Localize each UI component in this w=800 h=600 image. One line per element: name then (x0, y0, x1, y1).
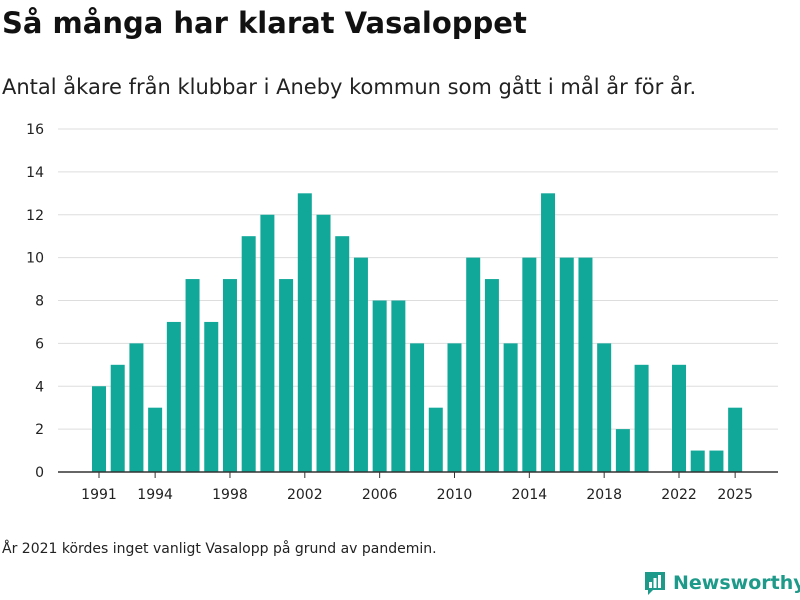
y-tick-label: 10 (26, 251, 44, 267)
y-tick-label: 14 (26, 165, 44, 181)
newsworthy-brand[interactable]: Newsworthy (643, 568, 800, 598)
x-tick-label: 1994 (137, 487, 173, 503)
y-tick-label: 12 (26, 208, 44, 224)
newsworthy-logo-icon (645, 572, 665, 595)
bar (297, 193, 312, 472)
x-tick-label: 2006 (362, 487, 398, 503)
x-tick-label: 1991 (81, 487, 117, 503)
y-tick-label: 8 (35, 294, 44, 310)
x-tick-label: 2022 (661, 487, 697, 503)
bar (597, 343, 612, 472)
bar (148, 407, 163, 472)
bar (578, 257, 593, 472)
x-tick-label: 2014 (512, 487, 548, 503)
bar (634, 364, 649, 472)
bar (484, 279, 499, 472)
chart-footnote: År 2021 kördes inget vanligt Vasalopp på… (2, 541, 437, 557)
bar (466, 257, 481, 472)
x-tick-label: 2002 (287, 487, 323, 503)
chart-subtitle: Antal åkare från klubbar i Aneby kommun … (2, 75, 697, 99)
bar (559, 257, 574, 472)
bar (522, 257, 537, 472)
bar (204, 321, 219, 472)
bar (391, 300, 406, 472)
bar (672, 364, 687, 472)
y-tick-label: 2 (35, 422, 44, 438)
bar (503, 343, 518, 472)
x-tick-label: 2018 (586, 487, 622, 503)
bar (615, 429, 630, 472)
bar (353, 257, 368, 472)
bar (166, 321, 181, 472)
bar (728, 407, 743, 472)
bar (372, 300, 387, 472)
bar (541, 193, 556, 472)
bar (316, 214, 331, 472)
x-tick-label: 2025 (717, 487, 753, 503)
chart-title: Så många har klarat Vasaloppet (2, 6, 527, 40)
bar (410, 343, 425, 472)
bar (709, 450, 724, 472)
bar (690, 450, 705, 472)
bar (185, 279, 200, 472)
bar (222, 279, 237, 472)
bar (279, 279, 294, 472)
bar (92, 386, 106, 472)
x-tick-label: 1998 (212, 487, 248, 503)
bar (110, 364, 125, 472)
bar (241, 236, 256, 472)
bar (428, 407, 443, 472)
bar (260, 214, 275, 472)
bar (447, 343, 462, 472)
bar (335, 236, 350, 472)
y-tick-label: 4 (35, 379, 44, 395)
bar (129, 343, 144, 472)
x-tick-label: 2010 (437, 487, 473, 503)
brand-label: Newsworthy (673, 572, 800, 594)
y-tick-label: 16 (26, 122, 44, 138)
y-tick-label: 6 (35, 336, 44, 352)
y-tick-label: 0 (35, 465, 44, 481)
